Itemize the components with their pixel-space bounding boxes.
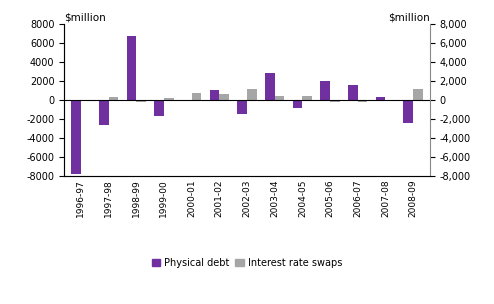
Bar	[164, 98, 173, 100]
Bar	[99, 100, 109, 125]
Bar	[330, 100, 340, 102]
Text: $million: $million	[64, 13, 106, 23]
Bar	[321, 81, 330, 100]
Bar	[126, 36, 136, 100]
Bar	[292, 100, 302, 108]
Bar	[348, 85, 358, 100]
Bar	[302, 95, 312, 100]
Text: $million: $million	[388, 13, 430, 23]
Bar	[154, 100, 164, 116]
Bar	[265, 73, 275, 100]
Bar	[219, 94, 229, 100]
Bar	[404, 100, 413, 123]
Bar	[109, 98, 118, 100]
Bar	[192, 93, 201, 100]
Bar	[247, 89, 257, 100]
Bar	[136, 100, 146, 102]
Bar	[81, 100, 90, 101]
Bar	[71, 100, 81, 174]
Legend: Physical debt, Interest rate swaps: Physical debt, Interest rate swaps	[148, 254, 346, 272]
Bar	[385, 100, 395, 101]
Bar	[376, 98, 385, 100]
Bar	[209, 90, 219, 100]
Bar	[275, 95, 285, 100]
Bar	[358, 100, 368, 102]
Bar	[413, 89, 423, 100]
Bar	[237, 100, 247, 114]
